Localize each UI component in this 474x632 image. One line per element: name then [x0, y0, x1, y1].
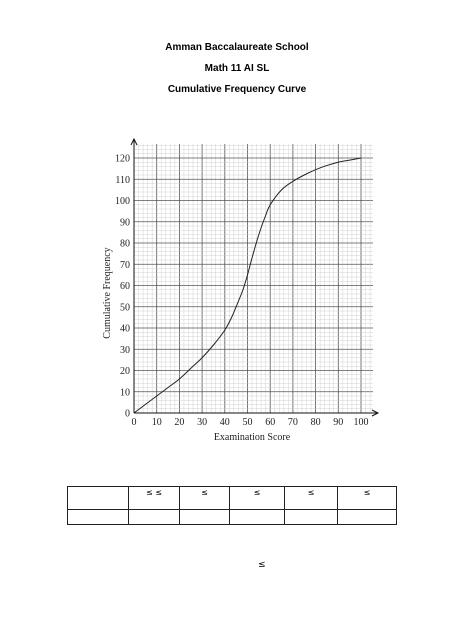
school-name: Amman Baccalaureate School: [165, 42, 309, 53]
y-tick-label: 30: [120, 345, 130, 356]
y-tick-label: 10: [120, 387, 130, 398]
y-tick-label: 60: [120, 281, 130, 292]
x-tick-label: 40: [220, 417, 230, 428]
chart-grid: [133, 144, 373, 414]
x-tick-label: 50: [243, 417, 253, 428]
y-tick-label: 100: [115, 196, 130, 207]
x-tick-label: 90: [333, 417, 343, 428]
frequency-table: ≤ ≤ ≤ ≤ ≤ ≤: [67, 486, 397, 525]
x-tick-label: 20: [174, 417, 184, 428]
x-axis-label: Examination Score: [214, 432, 291, 443]
x-tick-labels: 0 10 20 30 40 50 60 70 80 90 100: [132, 417, 369, 428]
course-name: Math 11 AI SL: [204, 63, 270, 74]
y-tick-label: 90: [120, 217, 130, 228]
table-cell: [229, 509, 285, 525]
y-tick-label: 20: [120, 366, 130, 377]
y-tick-label: 70: [120, 260, 130, 271]
y-tick-labels: 0 10 20 30 40 50 60 70 80 90 100 110 120: [115, 154, 130, 420]
y-tick-label: 40: [120, 324, 130, 335]
table-cell: [67, 509, 129, 525]
x-tick-label: 80: [311, 417, 321, 428]
x-tick-label: 0: [132, 417, 137, 428]
cumulative-frequency-curve: [133, 157, 362, 414]
x-tick-label: 60: [265, 417, 275, 428]
y-tick-label: 80: [120, 239, 130, 250]
page-title: Cumulative Frequency Curve: [167, 84, 307, 95]
stray-symbol: ≤: [258, 560, 266, 570]
table-cell: [67, 486, 129, 510]
table-cell: ≤: [337, 486, 397, 510]
table-cell: [284, 509, 338, 525]
y-tick-label: 110: [115, 175, 130, 186]
y-axis-label: Cumulative Frequency: [102, 247, 113, 338]
table-cell: [179, 509, 230, 525]
table-cell: ≤: [284, 486, 338, 510]
y-axis-arrow: [130, 137, 138, 146]
y-tick-label: 50: [120, 302, 130, 313]
chart-series: [133, 157, 362, 414]
table-cell: ≤: [229, 486, 285, 510]
y-tick-label: 0: [125, 409, 130, 420]
y-tick-label: 120: [115, 154, 130, 165]
table-cell: ≤ ≤: [128, 486, 180, 510]
table-header-row: ≤ ≤ ≤ ≤ ≤ ≤: [67, 486, 397, 510]
table-cell: [128, 509, 180, 525]
table-cell: ≤: [179, 486, 230, 510]
x-tick-label: 70: [288, 417, 298, 428]
table-row: [67, 509, 397, 525]
chart-axes: [130, 137, 380, 417]
x-tick-label: 100: [354, 417, 369, 428]
x-tick-label: 10: [152, 417, 162, 428]
x-axis-arrow: [371, 409, 380, 417]
x-tick-label: 30: [197, 417, 207, 428]
table-cell: [337, 509, 397, 525]
